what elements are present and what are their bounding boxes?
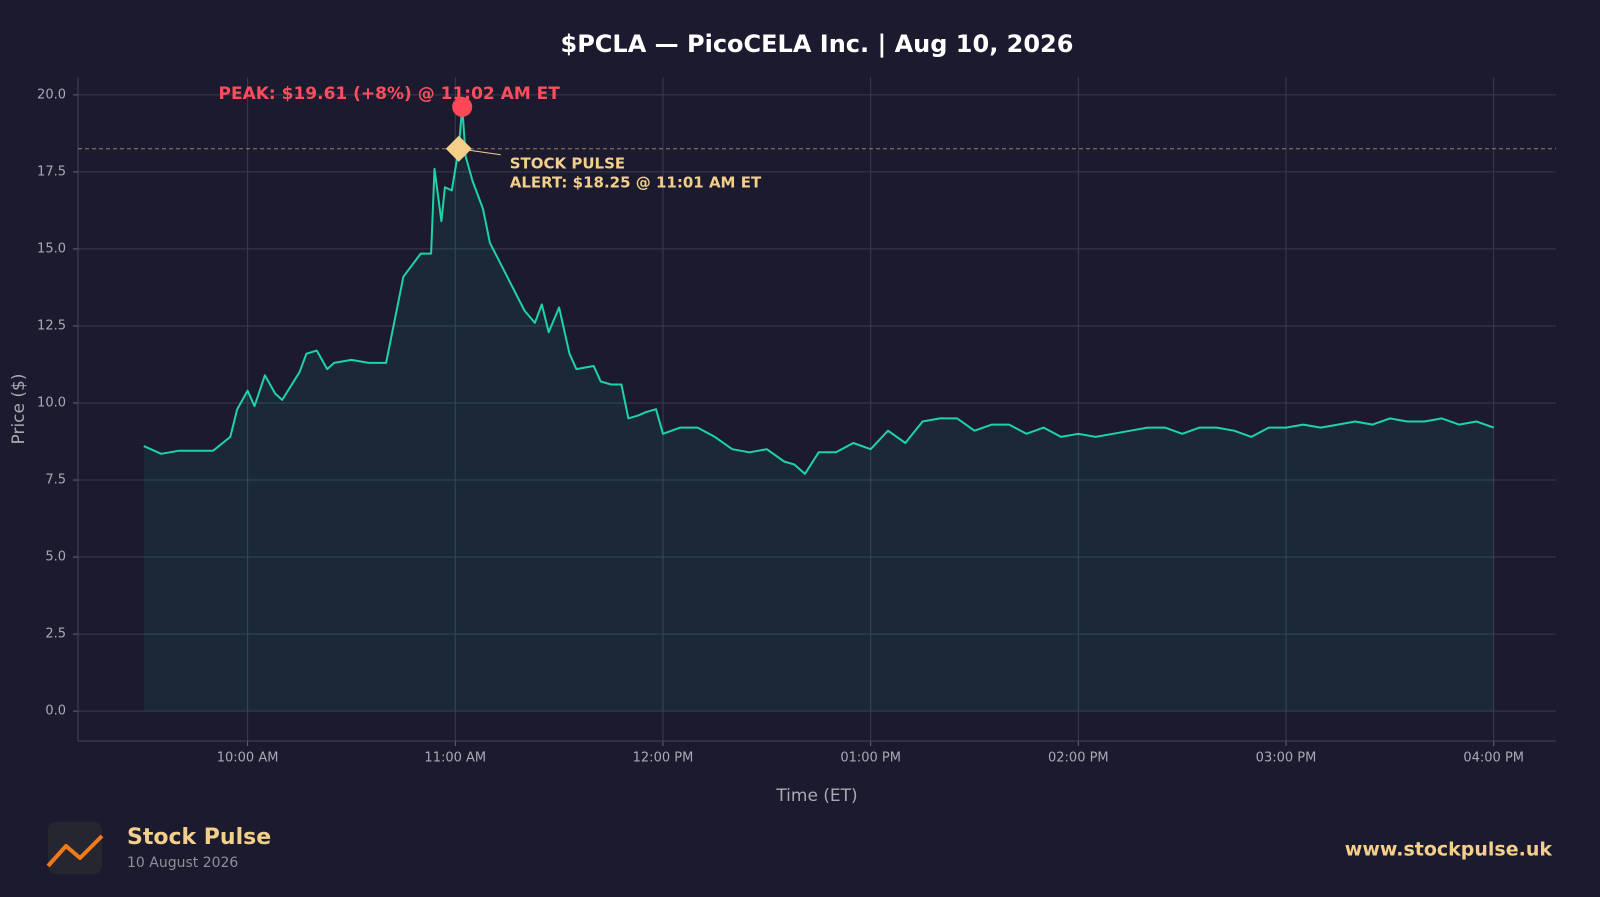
x-tick-label: 01:00 PM: [840, 751, 901, 766]
x-axis-label: Time (ET): [775, 786, 857, 806]
y-tick-label: 17.5: [37, 164, 66, 179]
x-tick-label: 04:00 PM: [1463, 751, 1524, 766]
x-tick-label: 02:00 PM: [1048, 751, 1109, 766]
y-tick-label: 20.0: [37, 87, 66, 102]
peak-label: PEAK: $19.61 (+8%) @ 11:02 AM ET: [219, 84, 561, 104]
alert-label: ALERT: $18.25 @ 11:01 AM ET: [510, 173, 762, 191]
y-tick-label: 7.5: [45, 473, 66, 488]
x-tick-label: 12:00 PM: [633, 751, 694, 766]
footer-date: 10 August 2026: [127, 855, 238, 871]
y-tick-label: 5.0: [45, 550, 66, 565]
x-tick-label: 11:00 AM: [424, 751, 486, 766]
area: [143, 106, 1494, 712]
price-line: [143, 105, 1495, 475]
y-axis-label: Price ($): [9, 374, 29, 445]
chart-title: $PCLA — PicoCELA Inc. | Aug 10, 2026: [561, 30, 1074, 58]
alert-marker: [445, 135, 472, 162]
footer-brand: Stock Pulse: [127, 825, 271, 850]
y-tick-label: 0.0: [45, 704, 66, 719]
y-tick-label: 12.5: [37, 318, 66, 333]
y-tick-label: 2.5: [45, 627, 66, 642]
footer-website: www.stockpulse.uk: [1345, 839, 1553, 861]
y-tick-label: 10.0: [37, 395, 66, 410]
x-tick-label: 03:00 PM: [1256, 751, 1317, 766]
footer-logo: [46, 822, 104, 874]
peak-marker: [452, 96, 473, 117]
y-tick-label: 15.0: [37, 241, 66, 256]
alert-label: STOCK PULSE: [510, 154, 625, 172]
x-tick-label: 10:00 AM: [217, 751, 279, 766]
